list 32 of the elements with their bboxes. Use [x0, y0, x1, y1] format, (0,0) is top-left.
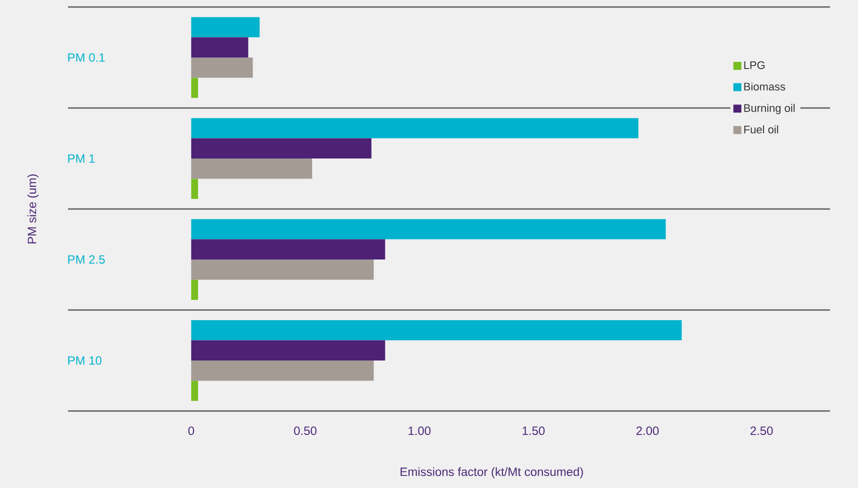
x-tick-label: 0.50 — [294, 426, 316, 436]
bar — [191, 219, 666, 240]
bar — [191, 320, 682, 340]
x-tick-label: 2.00 — [636, 426, 659, 436]
bar — [191, 78, 198, 98]
bar — [191, 239, 386, 260]
bar — [191, 280, 198, 300]
bar — [191, 360, 374, 381]
legend-label: Biomass — [744, 82, 786, 91]
legend-label: Fuel oil — [744, 125, 778, 134]
bar — [191, 58, 253, 78]
x-tick-label: 1.50 — [522, 426, 545, 436]
bar — [191, 118, 638, 138]
bar — [191, 37, 248, 58]
y-tick-label: PM 0.1 — [68, 53, 105, 62]
legend-label: Burning oil — [744, 104, 795, 114]
x-tick-label: 0 — [188, 426, 194, 436]
x-axis-title: Emissions factor (kt/Mt consumed) — [400, 467, 583, 478]
bar — [191, 17, 260, 38]
x-tick-label: 1.00 — [408, 426, 431, 436]
bar — [191, 138, 372, 159]
bar — [191, 178, 198, 199]
y-axis-title: PM size (um) — [27, 174, 39, 244]
bar — [191, 340, 386, 361]
bar — [191, 380, 198, 401]
y-tick-label: PM 10 — [68, 356, 102, 365]
y-tick-label: PM 2.5 — [68, 255, 105, 264]
bar — [191, 260, 374, 280]
y-tick-label: PM 1 — [68, 154, 95, 163]
x-tick-label: 2.50 — [750, 426, 773, 436]
legend-label: LPG — [744, 61, 765, 70]
bar — [191, 158, 312, 179]
